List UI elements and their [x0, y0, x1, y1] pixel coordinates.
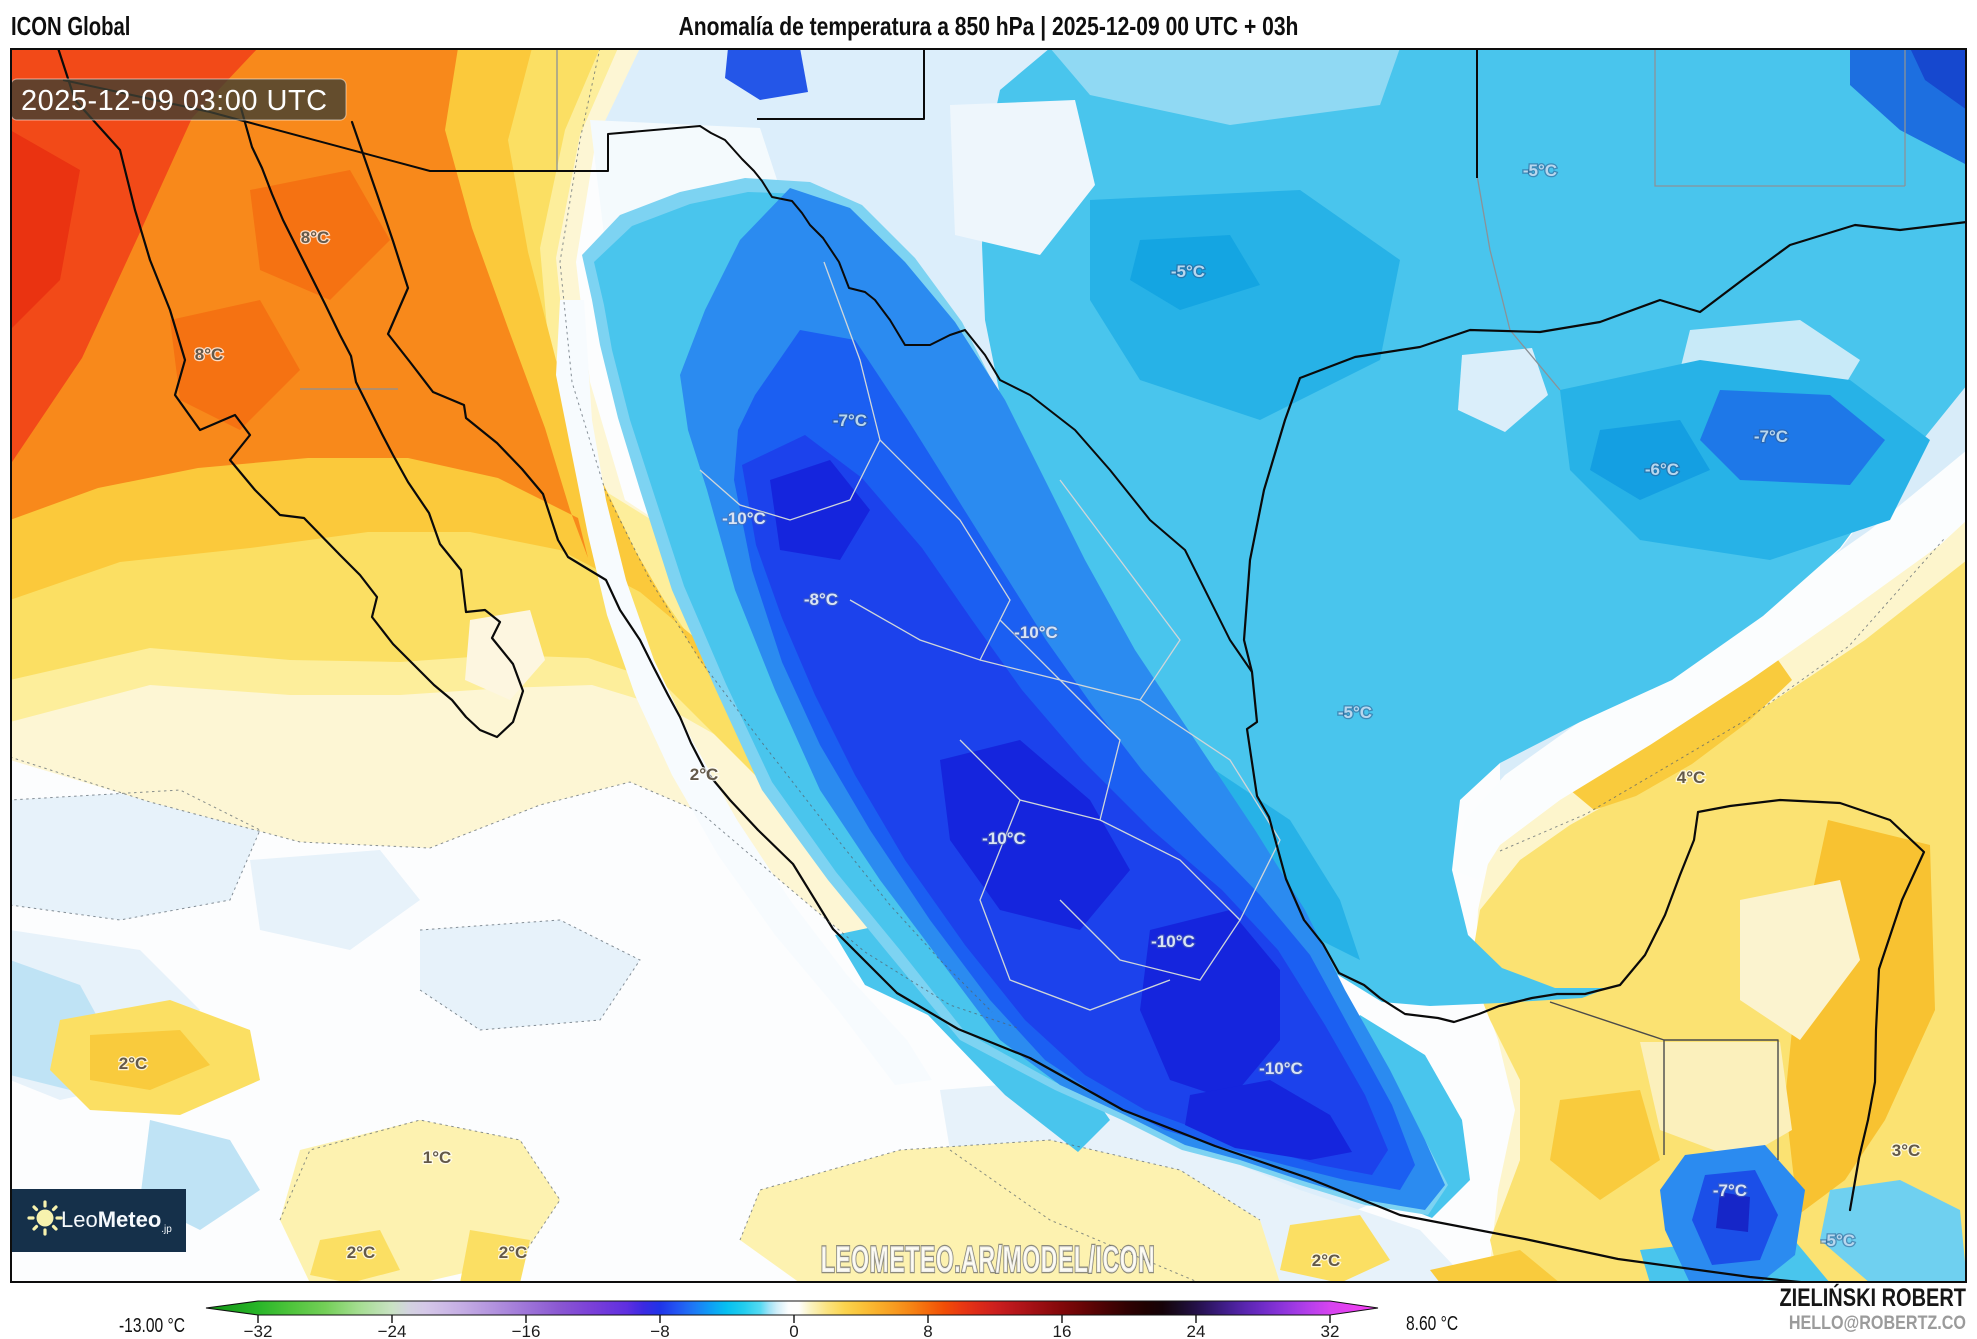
svg-text:0: 0	[789, 1322, 798, 1339]
svg-text:2°C: 2°C	[1312, 1251, 1341, 1270]
svg-text:LeoMeteo.jp: LeoMeteo.jp	[61, 1207, 172, 1235]
svg-text:−32: −32	[244, 1322, 273, 1339]
svg-text:8.60 °C: 8.60 °C	[1406, 1312, 1458, 1334]
svg-text:8°C: 8°C	[301, 228, 330, 247]
svg-text:−24: −24	[378, 1322, 407, 1339]
svg-text:-10°C: -10°C	[1151, 932, 1195, 951]
svg-text:-5°C: -5°C	[1338, 703, 1372, 722]
svg-text:-10°C: -10°C	[982, 829, 1026, 848]
svg-text:-6°C: -6°C	[1645, 460, 1679, 479]
svg-text:3°C: 3°C	[1892, 1141, 1921, 1160]
svg-text:32: 32	[1321, 1322, 1340, 1339]
svg-text:LEOMETEO.AR/MODEL/ICON: LEOMETEO.AR/MODEL/ICON	[821, 1238, 1156, 1280]
svg-text:-5°C: -5°C	[1171, 262, 1205, 281]
svg-text:-10°C: -10°C	[1014, 623, 1058, 642]
svg-text:-13.00 °C: -13.00 °C	[119, 1314, 185, 1336]
svg-text:-10°C: -10°C	[1259, 1059, 1303, 1078]
svg-text:-7°C: -7°C	[1713, 1181, 1747, 1200]
svg-text:24: 24	[1187, 1322, 1206, 1339]
svg-text:2025-12-09 03:00 UTC: 2025-12-09 03:00 UTC	[21, 85, 328, 117]
svg-text:−8: −8	[650, 1322, 669, 1339]
svg-text:-7°C: -7°C	[833, 411, 867, 430]
svg-text:1°C: 1°C	[423, 1148, 452, 1167]
svg-text:−16: −16	[512, 1322, 541, 1339]
svg-text:-5°C: -5°C	[1523, 161, 1557, 180]
svg-text:-8°C: -8°C	[804, 590, 838, 609]
svg-text:16: 16	[1053, 1322, 1072, 1339]
svg-text:8°C: 8°C	[195, 345, 224, 364]
svg-text:-5°C: -5°C	[1821, 1231, 1855, 1250]
svg-text:2°C: 2°C	[119, 1054, 148, 1073]
svg-text:2°C: 2°C	[499, 1243, 528, 1262]
svg-text:-7°C: -7°C	[1754, 427, 1788, 446]
svg-text:2°C: 2°C	[690, 765, 719, 784]
svg-text:2°C: 2°C	[347, 1243, 376, 1262]
svg-text:8: 8	[923, 1322, 932, 1339]
svg-text:4°C: 4°C	[1677, 768, 1706, 787]
svg-text:-10°C: -10°C	[722, 509, 766, 528]
svg-text:HELLO@ROBERTZ.CO: HELLO@ROBERTZ.CO	[1789, 1312, 1966, 1334]
svg-text:ZIELIŃSKI ROBERT: ZIELIŃSKI ROBERT	[1779, 1284, 1966, 1312]
